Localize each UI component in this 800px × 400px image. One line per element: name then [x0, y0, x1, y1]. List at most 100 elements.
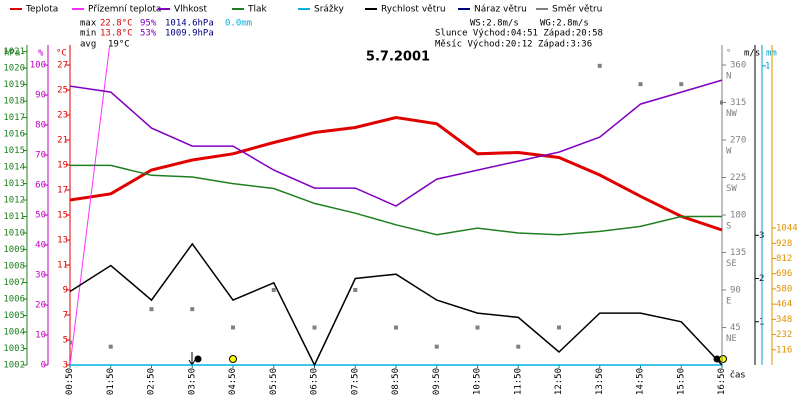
direction-point: [557, 325, 561, 330]
y-tick-label: 1011: [3, 212, 25, 222]
y-tick-label: 1002: [3, 361, 25, 371]
series-line: [70, 164, 722, 236]
y-tick-label: 15: [57, 211, 68, 221]
y-tick-label: 90: [35, 91, 46, 101]
x-tick-label: 10:50: [473, 368, 483, 395]
y-tick-label: 348: [776, 315, 792, 325]
stat: 0.0mm: [225, 19, 252, 29]
axis-title: °C: [56, 49, 67, 59]
y-tick-label: 9: [63, 286, 68, 296]
y-tick-label: 17: [57, 186, 68, 196]
y-tick-label: 1005: [3, 311, 25, 321]
y-tick-label: 30: [35, 271, 46, 281]
y-tick-label: 5: [63, 336, 68, 346]
y-tick-label: 928: [776, 239, 792, 249]
y-tick-label: 1004: [3, 328, 25, 338]
y-tick-label: 80: [35, 121, 46, 131]
y-tick-label: 25: [57, 86, 68, 96]
axis-title: mm: [766, 49, 777, 59]
y-tick-label: 13: [57, 236, 68, 246]
direction-point: [516, 344, 521, 349]
direction-point: [394, 325, 398, 330]
y-tick-label: 21: [57, 136, 68, 146]
x-tick-label: 16:50: [717, 368, 727, 395]
y-tick-label: 1015: [3, 146, 25, 156]
direction-point: [271, 288, 276, 292]
series-line: [70, 242, 723, 367]
x-tick-label: 05:50: [269, 368, 279, 395]
chart-title: 5.7.2001: [366, 50, 430, 65]
direction-point: [638, 82, 643, 87]
y-tick-label: 50: [35, 211, 46, 221]
y-tick-label: 27: [57, 61, 68, 71]
y-tick-label: 90: [730, 286, 741, 296]
y-tick-label: 100: [30, 61, 46, 71]
y-tick-label: 1019: [3, 80, 25, 90]
series-line: [70, 79, 723, 207]
legend-label: Náraz větru: [474, 5, 527, 15]
y-tick-label: 1008: [3, 262, 25, 272]
direction-point: [720, 100, 723, 105]
y-tick-label: 180: [730, 211, 746, 221]
x-tick-label: 06:50: [310, 368, 320, 395]
direction-point: [108, 344, 113, 349]
plot: [70, 45, 723, 367]
y-tick-label: 1013: [3, 179, 25, 189]
y-tick-label: 225: [730, 173, 746, 183]
x-tick-label: 09:50: [432, 368, 442, 395]
legend-label: Rychlost větru: [381, 5, 446, 15]
moon-marker: [194, 355, 202, 363]
direction-label: W: [726, 147, 732, 157]
legend-label: Teplota: [25, 5, 58, 15]
direction-label: SE: [726, 259, 737, 269]
x-tick-label: 15:50: [676, 368, 686, 395]
direction-point: [231, 325, 235, 330]
y-tick-label: 135: [730, 248, 746, 258]
axis-title: m/s: [744, 49, 760, 59]
stat: 13.8°C: [100, 29, 133, 39]
x-tick-label: 07:50: [350, 368, 360, 395]
y-tick-label: 40: [35, 241, 46, 251]
y-tick-label: 1003: [3, 344, 25, 354]
y-tick-label: 0: [41, 361, 46, 371]
legend-label: Přízemní teplota: [88, 5, 161, 15]
y-tick-label: 1009: [3, 245, 25, 255]
y-tick-label: 812: [776, 254, 792, 264]
stat: 1014.6hPa: [165, 19, 214, 29]
direction-label: NW: [726, 109, 737, 119]
y-tick-label: 7: [63, 311, 68, 321]
y-tick-label: 1006: [3, 295, 25, 305]
y-tick-label: 1014: [3, 163, 25, 173]
y-tick-label: 1017: [3, 113, 25, 123]
x-tick-label: 04:50: [228, 368, 238, 395]
y-tick-label: 19: [57, 161, 68, 171]
y-tick-label: 60: [35, 181, 46, 191]
x-tick-label: 01:50: [106, 368, 116, 395]
info: Slunce Východ:04:51 Západ:20:58: [435, 29, 603, 39]
direction-point: [190, 307, 195, 312]
direction-label: SW: [726, 184, 737, 194]
stat-label: min: [80, 29, 96, 39]
y-tick-label: 20: [35, 301, 46, 311]
y-tick-label: 696: [776, 269, 792, 279]
direction-point: [70, 340, 72, 345]
y-tick-label: 315: [730, 98, 746, 108]
y-tick-label: 70: [35, 151, 46, 161]
direction-point: [434, 344, 439, 349]
x-tick-label: 00:50: [65, 368, 75, 395]
direction-point: [679, 82, 684, 87]
stat: 19°C: [108, 40, 130, 50]
x-tick-label: 13:50: [595, 368, 605, 395]
direction-point: [597, 63, 602, 68]
x-tick-label: 14:50: [636, 368, 646, 395]
y-tick-label: 116: [776, 345, 792, 355]
y-tick-label: 270: [730, 136, 746, 146]
x-tick-label: 12:50: [554, 368, 564, 395]
x-axis-label: čas: [730, 370, 745, 381]
y-tick-label: 1016: [3, 130, 25, 140]
y-tick-label: 3: [63, 361, 68, 371]
x-tick-label: 03:50: [187, 368, 197, 395]
stat: 95%: [140, 19, 157, 29]
y-tick-label: 1007: [3, 278, 25, 288]
